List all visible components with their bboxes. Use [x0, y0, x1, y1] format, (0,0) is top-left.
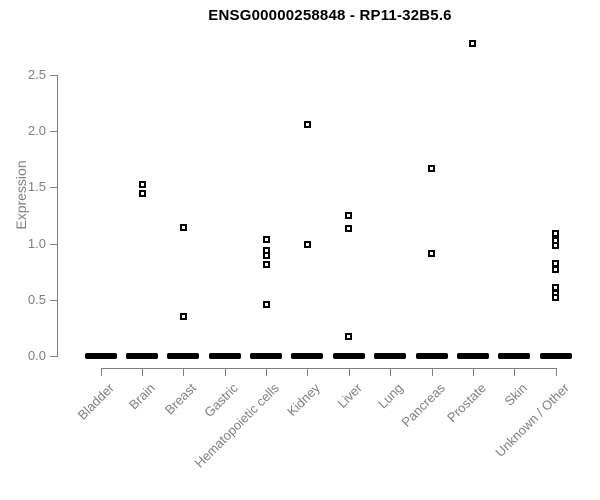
x-tick [224, 369, 226, 376]
data-point [552, 229, 560, 237]
y-tick [50, 187, 57, 189]
x-tick [100, 369, 102, 376]
data-point [262, 252, 270, 260]
x-tick-label: Bladder [74, 380, 117, 423]
y-tick [50, 299, 57, 301]
data-point [262, 300, 270, 308]
data-point [262, 261, 270, 269]
x-tick-label: Liver [334, 380, 365, 411]
x-tick-label: Skin [501, 380, 531, 409]
x-tick-label: Unknown / Other [491, 380, 572, 460]
x-tick-label: Gastric [200, 380, 241, 421]
zero-expression-cluster [374, 353, 407, 359]
data-point [469, 40, 477, 48]
x-tick [307, 369, 309, 376]
zero-expression-cluster [539, 353, 572, 359]
zero-expression-cluster [167, 353, 200, 359]
y-tick [50, 243, 57, 245]
zero-expression-cluster [456, 353, 489, 359]
data-point [428, 164, 435, 172]
data-point [552, 242, 560, 250]
x-tick-label: Kidney [284, 380, 324, 420]
y-axis-line [57, 75, 58, 357]
x-tick-label: Brain [125, 380, 158, 413]
y-tick [50, 356, 57, 357]
y-tick-label: 2.0 [27, 123, 46, 139]
x-tick [555, 369, 557, 376]
x-tick [514, 369, 516, 376]
y-tick-label: 1.5 [27, 179, 46, 195]
data-point [552, 265, 560, 273]
y-tick-label: 1.0 [27, 235, 46, 251]
x-tick-label: Prostate [443, 380, 489, 426]
data-point [345, 212, 353, 219]
data-point [138, 180, 146, 188]
zero-expression-cluster [498, 353, 531, 359]
x-tick [348, 369, 350, 376]
x-tick [390, 369, 392, 376]
y-tick-label: 0.0 [27, 348, 46, 363]
chart-title: ENSG00000258848 - RP11-32B5.6 [208, 7, 452, 24]
zero-expression-cluster [250, 353, 283, 359]
x-tick [183, 369, 185, 376]
x-tick-label: Pancreas [397, 380, 448, 430]
zero-expression-cluster [208, 353, 241, 359]
data-point [179, 313, 187, 321]
data-point [179, 224, 187, 232]
data-point [552, 294, 560, 302]
x-tick-label: Lung [374, 380, 407, 412]
zero-expression-cluster [415, 353, 448, 359]
data-point [138, 189, 146, 197]
x-tick-label: Breast [162, 380, 200, 418]
zero-expression-cluster [126, 353, 159, 359]
data-point [345, 333, 353, 341]
data-point [345, 225, 353, 233]
x-tick [142, 369, 144, 376]
x-tick [431, 369, 433, 376]
y-tick [50, 131, 57, 133]
y-tick-label: 0.5 [27, 291, 46, 307]
zero-expression-cluster [84, 353, 117, 359]
x-tick [266, 369, 268, 376]
zero-expression-cluster [332, 353, 365, 359]
data-point [262, 235, 270, 243]
y-tick [50, 75, 57, 76]
x-tick [472, 369, 474, 376]
data-point [303, 241, 311, 249]
zero-expression-cluster [291, 353, 324, 359]
data-point [428, 250, 435, 258]
data-point [303, 120, 311, 128]
y-tick-label: 2.5 [27, 67, 46, 82]
x-axis-line [100, 368, 557, 369]
